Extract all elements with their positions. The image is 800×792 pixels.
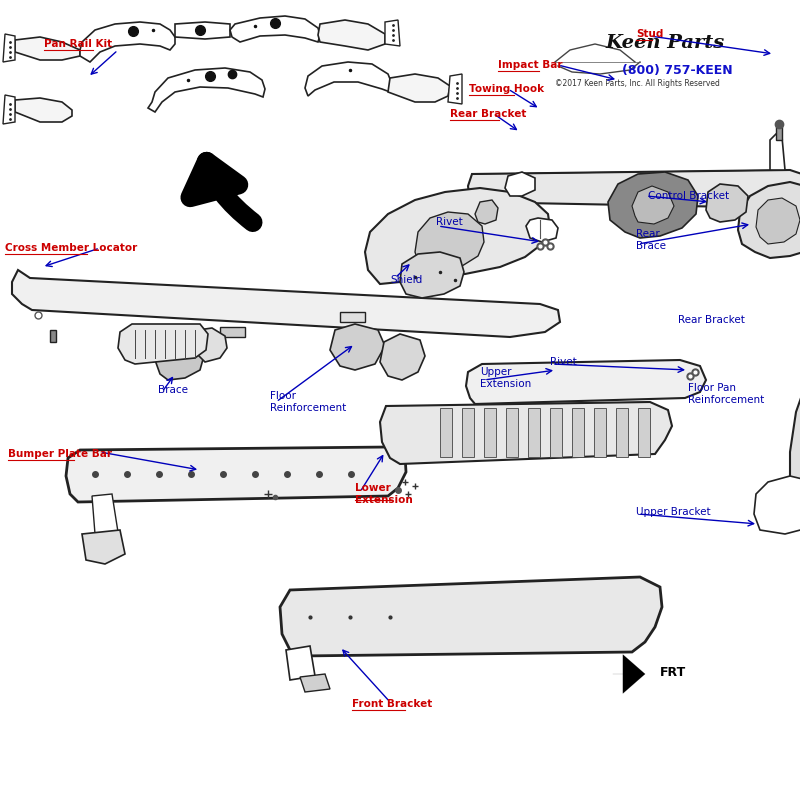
Polygon shape xyxy=(388,74,450,102)
Polygon shape xyxy=(770,134,785,170)
Polygon shape xyxy=(365,188,550,284)
Text: Rear Bracket: Rear Bracket xyxy=(678,315,745,325)
Text: Lower
Extension: Lower Extension xyxy=(355,483,413,505)
Text: Rivet: Rivet xyxy=(436,217,462,227)
Polygon shape xyxy=(82,530,125,564)
Text: Rear
Brace: Rear Brace xyxy=(636,229,666,251)
Text: Control Bracket: Control Bracket xyxy=(648,191,729,201)
Polygon shape xyxy=(475,200,498,224)
Polygon shape xyxy=(505,172,535,196)
Polygon shape xyxy=(440,408,452,457)
Text: Rivet: Rivet xyxy=(550,357,577,367)
Polygon shape xyxy=(776,127,782,140)
Polygon shape xyxy=(462,408,474,457)
Text: FRT: FRT xyxy=(660,665,686,679)
Polygon shape xyxy=(192,328,227,362)
Polygon shape xyxy=(380,402,672,464)
Polygon shape xyxy=(155,334,205,380)
Polygon shape xyxy=(550,408,562,457)
Polygon shape xyxy=(280,577,662,656)
Text: Towing Hook: Towing Hook xyxy=(469,84,544,94)
Polygon shape xyxy=(220,327,245,337)
Text: Upper
Extension: Upper Extension xyxy=(480,367,531,389)
Polygon shape xyxy=(572,408,584,457)
Polygon shape xyxy=(706,184,748,222)
Polygon shape xyxy=(608,172,698,238)
Text: Stud: Stud xyxy=(636,29,663,39)
Polygon shape xyxy=(92,494,118,534)
Polygon shape xyxy=(175,22,230,39)
Polygon shape xyxy=(15,37,80,60)
Text: (800) 757-KEEN: (800) 757-KEEN xyxy=(622,64,733,77)
Polygon shape xyxy=(632,186,674,224)
Polygon shape xyxy=(526,218,558,242)
Polygon shape xyxy=(230,16,320,42)
Polygon shape xyxy=(80,22,175,62)
Polygon shape xyxy=(415,212,484,270)
Text: Upper Bracket: Upper Bracket xyxy=(636,507,710,517)
Polygon shape xyxy=(50,330,56,342)
Polygon shape xyxy=(300,674,330,692)
Polygon shape xyxy=(468,170,800,208)
Polygon shape xyxy=(754,476,800,534)
Polygon shape xyxy=(340,312,365,322)
Polygon shape xyxy=(756,198,800,244)
Polygon shape xyxy=(738,182,800,258)
Text: Keen Parts: Keen Parts xyxy=(605,34,724,52)
Polygon shape xyxy=(466,360,706,404)
Polygon shape xyxy=(616,408,628,457)
Polygon shape xyxy=(330,324,385,370)
Polygon shape xyxy=(286,646,315,680)
FancyArrowPatch shape xyxy=(613,654,645,694)
Polygon shape xyxy=(448,74,462,104)
Polygon shape xyxy=(594,408,606,457)
Text: Pan Rail Kit: Pan Rail Kit xyxy=(44,39,112,49)
Polygon shape xyxy=(528,408,540,457)
Polygon shape xyxy=(15,98,72,122)
FancyArrowPatch shape xyxy=(190,162,253,223)
Polygon shape xyxy=(380,334,425,380)
Text: Impact Bar: Impact Bar xyxy=(498,60,562,70)
Polygon shape xyxy=(318,20,385,50)
Polygon shape xyxy=(3,34,15,62)
Text: ©2017 Keen Parts, Inc. All Rights Reserved: ©2017 Keen Parts, Inc. All Rights Reserv… xyxy=(555,79,720,88)
Polygon shape xyxy=(148,68,265,112)
Text: Floor
Reinforcement: Floor Reinforcement xyxy=(270,391,346,413)
Polygon shape xyxy=(638,408,650,457)
Polygon shape xyxy=(506,408,518,457)
Text: Bumper Plate Bar: Bumper Plate Bar xyxy=(8,449,112,459)
Text: Rear Bracket: Rear Bracket xyxy=(450,109,526,119)
Text: Floor Pan
Reinforcement: Floor Pan Reinforcement xyxy=(688,383,764,405)
Polygon shape xyxy=(305,62,392,96)
Polygon shape xyxy=(790,352,800,540)
Text: Shield: Shield xyxy=(390,275,422,285)
Polygon shape xyxy=(484,408,496,457)
Polygon shape xyxy=(12,270,560,337)
Polygon shape xyxy=(400,252,464,298)
Text: Cross Member Locator: Cross Member Locator xyxy=(5,243,138,253)
Polygon shape xyxy=(3,95,15,124)
Polygon shape xyxy=(118,324,208,364)
Text: Front Bracket: Front Bracket xyxy=(352,699,432,709)
Polygon shape xyxy=(66,447,406,502)
Polygon shape xyxy=(385,20,400,46)
Text: Brace: Brace xyxy=(158,385,188,395)
